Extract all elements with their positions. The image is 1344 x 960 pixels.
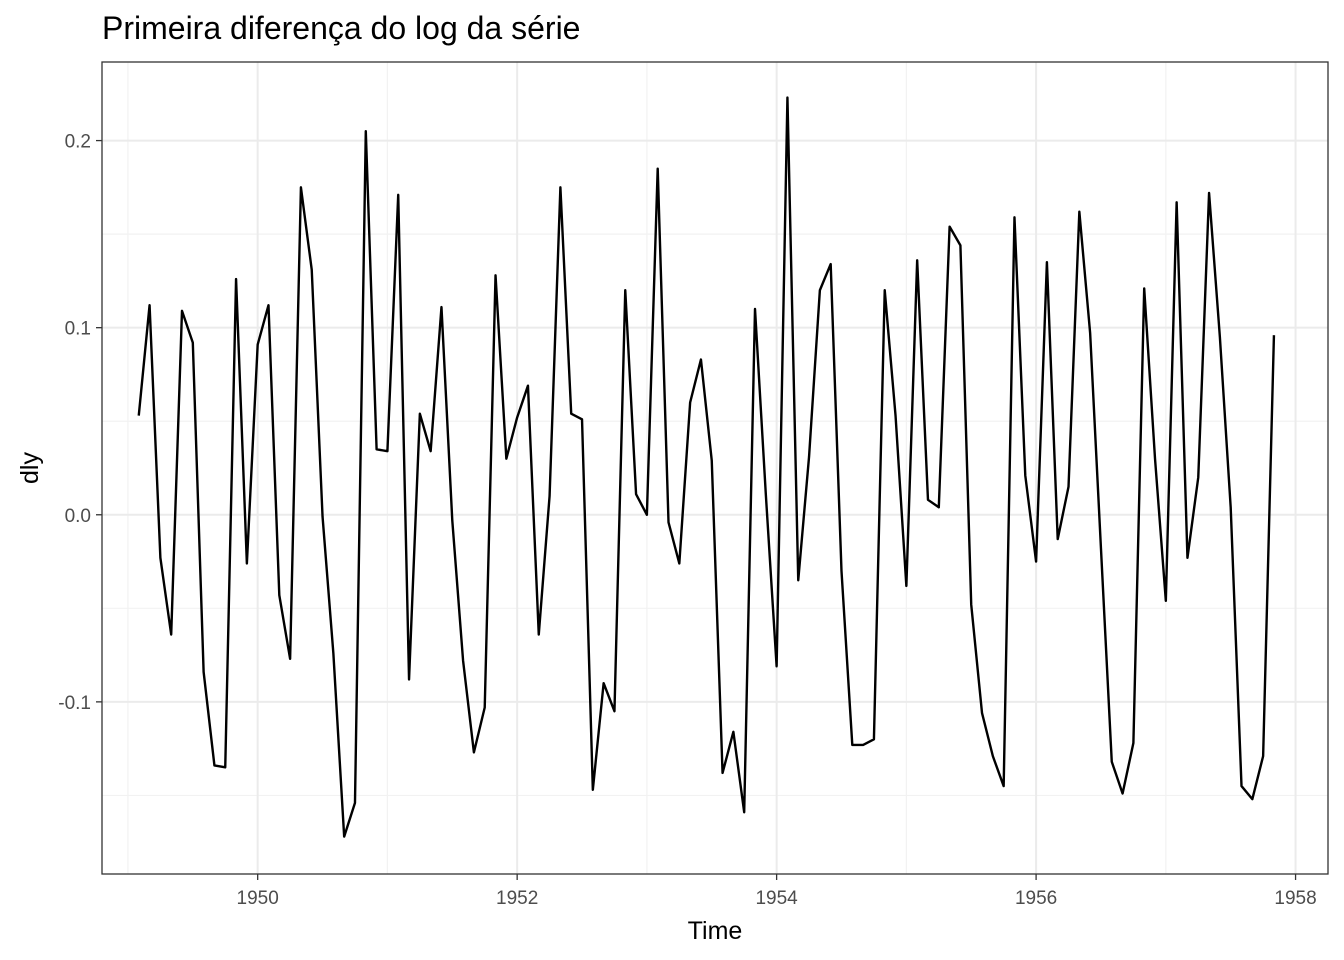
chart-title: Primeira diferença do log da série (102, 10, 580, 46)
x-tick-label: 1956 (1015, 888, 1057, 909)
major-gridlines (102, 62, 1328, 874)
y-axis: -0.1 0.0 0.1 0.2 (58, 132, 102, 714)
minor-gridlines (102, 62, 1328, 874)
y-tick-label: 0.0 (65, 506, 91, 527)
x-tick-label: 1952 (496, 888, 538, 909)
plot-panel (101, 61, 1329, 875)
x-tick-label: 1950 (237, 888, 279, 909)
y-tick-label: 0.1 (65, 319, 91, 340)
x-tick-label: 1954 (755, 888, 798, 909)
y-tick-label: -0.1 (58, 693, 91, 714)
series-line (137, 96, 1276, 838)
x-axis: 1950 1952 1954 1956 1958 (237, 874, 1317, 909)
y-axis-title: dly (16, 452, 44, 484)
x-axis-title: Time (688, 917, 743, 945)
y-tick-label: 0.2 (65, 132, 91, 153)
x-tick-label: 1958 (1274, 888, 1316, 909)
